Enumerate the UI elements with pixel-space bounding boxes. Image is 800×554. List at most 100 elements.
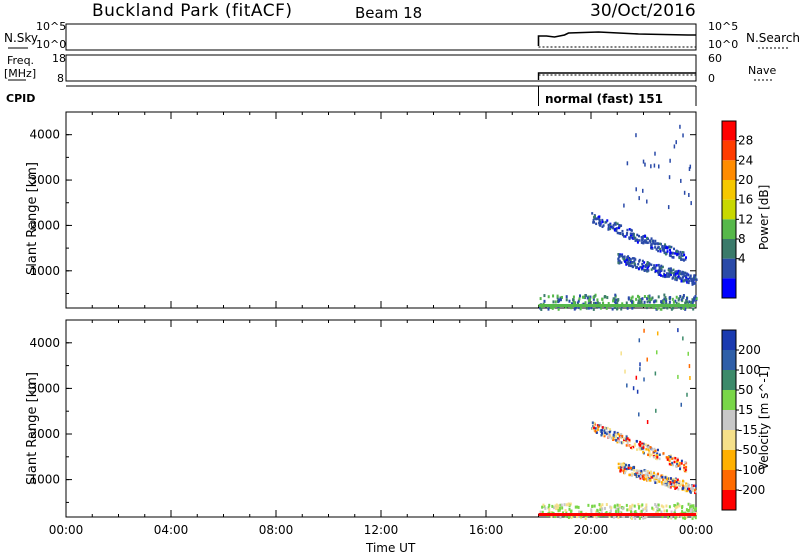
velocity_panel-colorbar-segment (722, 490, 736, 510)
velocity_panel-echo-cell (633, 444, 636, 447)
velocity_panel-echo-cell (644, 473, 647, 476)
power_panel-echo-cell (642, 235, 645, 238)
power_panel-echo-cell (609, 227, 612, 231)
power_panel-echo-cell (629, 232, 632, 235)
power_panel-echo-cell (635, 266, 638, 269)
power_panel-echo-cell (676, 250, 679, 253)
power_panel-echo-cell (646, 199, 648, 204)
velocity_panel-echo-cell (597, 425, 600, 429)
power_panel-echo-cell (578, 294, 581, 298)
velocity_panel-echo-cell (662, 478, 665, 481)
velocity_panel-echo-cell (692, 506, 695, 510)
power_panel-echo-cell (683, 190, 686, 195)
power_panel-echo-cell (647, 269, 650, 272)
velocity_panel-echo-cell (678, 480, 681, 483)
power_panel-echo-cell (559, 298, 562, 302)
velocity_panel-colorbar-segment (722, 370, 736, 390)
velocity_panel-frame (65, 319, 697, 518)
velocity_panel-ytick-label: 3000 (29, 381, 60, 395)
velocity_panel-echo-cell (629, 444, 632, 448)
power_panel-echo-cell (615, 227, 618, 230)
velocity_panel-echo-cell (685, 470, 688, 473)
power_panel-echo-cell (649, 297, 652, 301)
power_panel-echo-cell (688, 300, 691, 304)
velocity_panel-echo-cell (625, 467, 628, 471)
velocity_panel-echo-cell (644, 443, 647, 446)
power_panel-echo-cell (693, 278, 696, 281)
power_panel-ground-strip (538, 304, 696, 307)
velocity_panel-echo-cell (559, 503, 562, 507)
velocity_panel-echo-cell (562, 511, 565, 515)
velocity_panel-echo-cell (618, 466, 621, 470)
velocity_panel-echo-cell (638, 469, 641, 473)
power_panel-echo-cell (642, 159, 645, 164)
velocity_panel-echo-cell (681, 479, 684, 483)
velocity_panel-echo-cell (633, 442, 636, 446)
power_panel-echo-cell (650, 237, 653, 240)
velocity_panel-echo-cell (656, 511, 659, 515)
power_panel-echo-cell (638, 267, 641, 270)
velocity_panel-echo-cell (551, 504, 554, 508)
power_panel-echo-cell (621, 233, 624, 237)
velocity_panel-echo-cell (675, 460, 678, 463)
velocity_panel-echo-cell (695, 512, 698, 516)
velocity_panel-echo-cell (631, 472, 634, 475)
velocity_panel-echo-cell (677, 374, 679, 379)
velocity_panel-echo-cell (691, 516, 694, 520)
power_panel-echo-cell (669, 296, 672, 300)
power_panel-echo-cell (657, 295, 660, 299)
velocity_panel-ytick-label: 1000 (29, 473, 60, 487)
power_panel-echo-cell (540, 307, 543, 311)
power_panel-echo-cell (682, 306, 685, 310)
velocity_panel-echo-cell (668, 482, 671, 485)
velocity_panel-colorbar-tick-label: 50 (738, 383, 753, 397)
power_panel-echo-cell (658, 271, 661, 274)
velocity_panel-echo-cell (649, 470, 652, 474)
velocity_panel-echo-cell (668, 505, 671, 509)
power_panel-echo-cell (632, 236, 635, 240)
velocity_panel-echo-cell (670, 483, 673, 486)
velocity_panel-echo-cell (542, 503, 545, 507)
power_panel-echo-cell (646, 262, 649, 266)
velocity_panel-echo-cell (685, 465, 688, 469)
power_panel-echo-cell (690, 300, 693, 304)
power_panel-echo-cell (666, 250, 669, 253)
velocity_panel-echo-cell (624, 437, 627, 441)
power_panel-colorbar-segment (722, 258, 736, 279)
velocity_panel-echo-cell (635, 375, 638, 380)
power_panel-echo-cell (663, 293, 666, 297)
power_panel-echo-cell (641, 262, 644, 266)
velocity_panel-echo-cell (596, 428, 599, 431)
power_panel-echo-cell (592, 216, 595, 219)
power_panel-echo-cell (539, 306, 542, 310)
velocity_panel-colorbar-tick-label: 100 (738, 363, 761, 377)
power_panel-echo-cell (643, 261, 646, 264)
power_panel-echo-cell (606, 219, 609, 222)
power_panel-echo-cell (661, 301, 664, 305)
x-tick-label: 04:00 (154, 523, 189, 537)
velocity_panel-echo-cell (568, 507, 571, 511)
power_panel-echo-cell (676, 253, 679, 256)
power_panel-echo-cell (687, 281, 690, 285)
velocity_panel-echo-cell (661, 515, 664, 519)
power_panel-echo-cell (663, 269, 666, 273)
velocity_panel-echo-cell (575, 515, 578, 519)
power_panel-echo-cell (686, 272, 689, 276)
velocity_panel-echo-cell (620, 351, 622, 356)
power_panel-echo-cell (607, 223, 610, 227)
velocity_panel-echo-cell (574, 505, 577, 509)
power_panel-echo-cell (695, 296, 698, 300)
velocity_panel-echo-cell (616, 440, 619, 444)
velocity_panel-echo-cell (685, 489, 688, 493)
power_panel-echo-cell (646, 267, 649, 270)
power_panel-echo-cell (654, 299, 657, 303)
power_panel-echo-cell (688, 167, 691, 172)
velocity_panel-echo-cell (636, 389, 639, 394)
velocity_panel-echo-cell (668, 459, 671, 463)
velocity_panel-echo-cell (610, 509, 613, 513)
power_panel-echo-cell (633, 263, 636, 267)
power_panel-echo-cell (681, 270, 684, 274)
power_panel-echo-cell (587, 299, 590, 303)
power_panel-echo-cell (656, 246, 659, 249)
velocity_panel-echo-cell (612, 433, 615, 437)
